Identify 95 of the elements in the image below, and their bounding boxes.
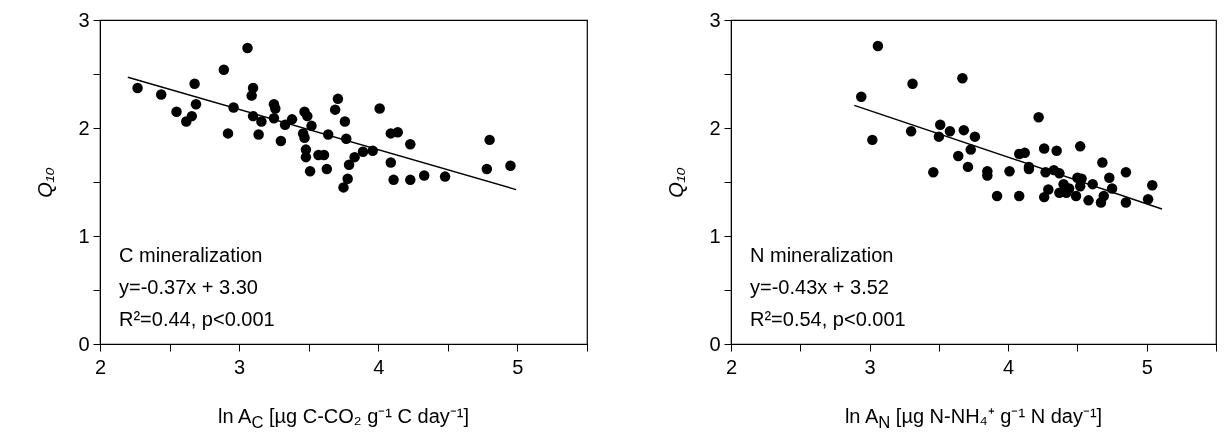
point [907,78,918,89]
point [957,73,968,84]
point [275,135,287,147]
point [338,182,349,193]
point [944,126,956,137]
point [1033,111,1044,123]
point [1104,172,1115,183]
point [189,78,200,89]
y-tick-label: 2 [709,116,721,139]
x-tick-label: 4 [1003,355,1015,378]
point [343,159,355,170]
point [505,160,516,172]
point [1043,184,1054,195]
point [247,82,259,94]
y-axis-title: Q₁₀ [665,167,688,198]
point [385,157,397,168]
x-tick-label: 3 [234,355,246,378]
annotation: R²=0.54, p<0.001 [750,308,906,330]
point [481,163,493,175]
point [349,151,360,163]
point [856,91,867,102]
point [991,190,1003,202]
point [928,167,939,178]
point [342,173,353,184]
point [304,165,316,177]
point [1019,147,1031,159]
point [405,138,416,150]
y-tick-label: 1 [78,224,90,247]
x-axis-title: ln A$_{C}$ [µg C-CO₂ g⁻¹ C day⁻¹] [217,404,470,433]
point [905,126,917,137]
point [256,116,267,127]
point [388,174,399,186]
x-tick-label: 4 [373,355,385,378]
point [962,161,974,173]
point [418,170,430,181]
point [155,89,167,100]
point [329,104,341,115]
point [1004,165,1015,177]
annotation: R²=0.44, p<0.001 [119,308,275,330]
point [1147,180,1158,191]
annotation: y=-0.43x + 3.52 [750,276,889,298]
point [1097,157,1108,168]
annotation: y=-0.37x + 3.30 [119,276,258,298]
point [190,99,202,110]
x-axis-title: ln A$_{N}$ [µg N-NH₄⁺ g⁻¹ N day⁻¹] [843,404,1104,433]
y-tick-label: 2 [78,116,90,139]
point [332,93,344,105]
point [1083,195,1094,206]
point [965,144,976,155]
x-tick-label: 5 [1141,355,1153,378]
point [439,171,451,182]
point [1120,197,1132,208]
point [302,110,313,122]
point [242,42,253,54]
x-tick-label: 5 [512,355,524,378]
point [321,163,333,175]
point [222,128,234,139]
point [339,116,351,127]
point [1013,190,1025,202]
x-tick-label: 2 [725,355,738,378]
point [935,119,946,130]
point [1070,190,1082,202]
point [405,174,416,186]
point [253,129,264,140]
point [1051,145,1062,156]
point [392,127,404,138]
point [969,131,981,142]
annotation: N mineralization [750,244,894,266]
point [1120,167,1132,178]
y-tick-label: 0 [709,332,721,355]
x-tick-label: 2 [94,355,107,378]
point [374,103,385,114]
point [867,134,878,146]
point [1038,191,1050,203]
y-tick-label: 3 [709,8,721,31]
x-tick-label: 3 [864,355,876,378]
point [953,150,964,162]
point [186,110,198,122]
point [1074,141,1086,152]
point [958,124,970,136]
annotation: C mineralization [119,244,263,266]
y-tick-label: 0 [78,332,90,355]
point [132,82,143,94]
point [218,64,230,75]
point [171,106,182,118]
point [286,114,298,125]
y-tick-label: 3 [78,8,90,31]
point [872,40,884,52]
point [1098,190,1109,202]
point [1038,143,1050,154]
y-axis-title: Q₁₀ [34,167,57,198]
point [357,146,369,157]
point [1142,194,1154,205]
y-tick-label: 1 [709,224,721,247]
point [484,134,495,146]
